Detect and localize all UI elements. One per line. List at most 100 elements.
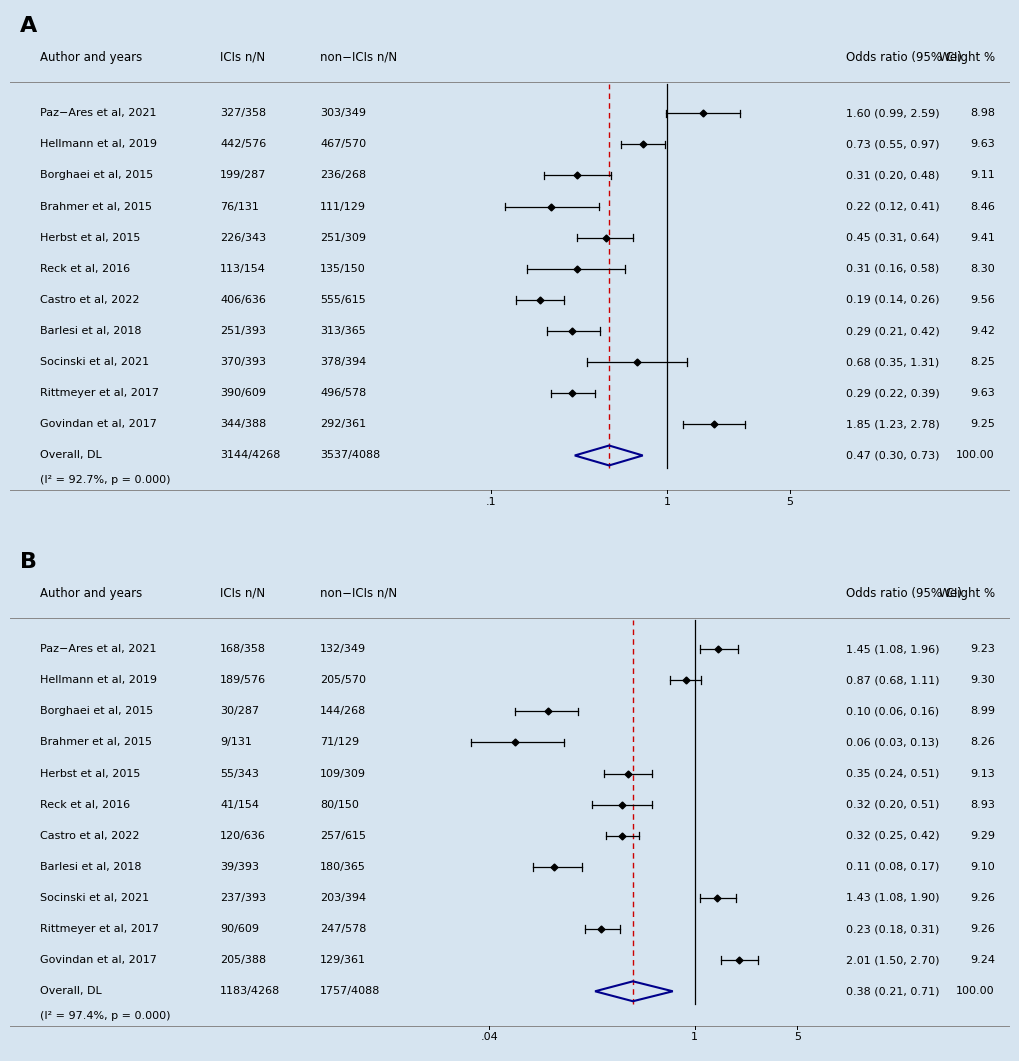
- Text: 1.43 (1.08, 1.90): 1.43 (1.08, 1.90): [845, 893, 938, 903]
- Text: 0.32 (0.25, 0.42): 0.32 (0.25, 0.42): [845, 831, 938, 840]
- Text: 406/636: 406/636: [220, 295, 266, 305]
- Text: 237/393: 237/393: [220, 893, 266, 903]
- Text: 0.29 (0.22, 0.39): 0.29 (0.22, 0.39): [845, 388, 938, 398]
- Text: 9.10: 9.10: [969, 862, 994, 872]
- Text: Socinski et al, 2021: Socinski et al, 2021: [40, 358, 149, 367]
- Text: Govindan et al, 2017: Govindan et al, 2017: [40, 955, 157, 966]
- Text: 0.11 (0.08, 0.17): 0.11 (0.08, 0.17): [845, 862, 938, 872]
- Text: 135/150: 135/150: [320, 264, 366, 274]
- Text: 5: 5: [786, 497, 793, 506]
- Text: 0.45 (0.31, 0.64): 0.45 (0.31, 0.64): [845, 232, 938, 243]
- Text: 0.22 (0.12, 0.41): 0.22 (0.12, 0.41): [845, 202, 938, 211]
- Text: 0.47 (0.30, 0.73): 0.47 (0.30, 0.73): [845, 451, 938, 460]
- Text: Rittmeyer et al, 2017: Rittmeyer et al, 2017: [40, 388, 159, 398]
- Text: Castro et al, 2022: Castro et al, 2022: [40, 295, 140, 305]
- Text: 39/393: 39/393: [220, 862, 259, 872]
- Text: 9.13: 9.13: [969, 768, 994, 779]
- Text: Odds ratio (95% CI): Odds ratio (95% CI): [845, 587, 961, 599]
- Text: 55/343: 55/343: [220, 768, 259, 779]
- Text: 327/358: 327/358: [220, 108, 266, 118]
- Text: 303/349: 303/349: [320, 108, 366, 118]
- Text: A: A: [20, 16, 38, 36]
- Text: 292/361: 292/361: [320, 419, 366, 430]
- Text: Paz−Ares et al, 2021: Paz−Ares et al, 2021: [40, 644, 157, 654]
- Text: .1: .1: [485, 497, 495, 506]
- Text: 1: 1: [662, 497, 669, 506]
- Text: 370/393: 370/393: [220, 358, 266, 367]
- Text: 0.10 (0.06, 0.16): 0.10 (0.06, 0.16): [845, 707, 938, 716]
- Text: Borghaei et al, 2015: Borghaei et al, 2015: [40, 707, 153, 716]
- Text: 467/570: 467/570: [320, 139, 366, 150]
- Text: 41/154: 41/154: [220, 800, 259, 810]
- Text: Herbst et al, 2015: Herbst et al, 2015: [40, 768, 141, 779]
- Text: 442/576: 442/576: [220, 139, 266, 150]
- Text: Brahmer et al, 2015: Brahmer et al, 2015: [40, 737, 152, 747]
- Text: 9.11: 9.11: [969, 171, 994, 180]
- Text: 1: 1: [691, 1032, 697, 1042]
- Text: 203/394: 203/394: [320, 893, 366, 903]
- Text: Overall, DL: Overall, DL: [40, 451, 102, 460]
- Text: 111/129: 111/129: [320, 202, 366, 211]
- Text: ICIs n/N: ICIs n/N: [220, 587, 265, 599]
- Text: 30/287: 30/287: [220, 707, 259, 716]
- Text: 9/131: 9/131: [220, 737, 252, 747]
- Text: 9.63: 9.63: [969, 388, 994, 398]
- Text: Reck et al, 2016: Reck et al, 2016: [40, 264, 130, 274]
- Text: 8.93: 8.93: [969, 800, 994, 810]
- Text: 247/578: 247/578: [320, 924, 366, 934]
- Text: Rittmeyer et al, 2017: Rittmeyer et al, 2017: [40, 924, 159, 934]
- Text: 1757/4088: 1757/4088: [320, 987, 380, 996]
- Text: 129/361: 129/361: [320, 955, 366, 966]
- Text: Overall, DL: Overall, DL: [40, 987, 102, 996]
- Text: 9.23: 9.23: [969, 644, 994, 654]
- Text: 3144/4268: 3144/4268: [220, 451, 280, 460]
- Text: 199/287: 199/287: [220, 171, 266, 180]
- Text: 1.45 (1.08, 1.96): 1.45 (1.08, 1.96): [845, 644, 938, 654]
- Text: Barlesi et al, 2018: Barlesi et al, 2018: [40, 326, 142, 336]
- Text: 0.73 (0.55, 0.97): 0.73 (0.55, 0.97): [845, 139, 938, 150]
- Text: 8.30: 8.30: [969, 264, 994, 274]
- Text: 2.01 (1.50, 2.70): 2.01 (1.50, 2.70): [845, 955, 938, 966]
- Text: 9.25: 9.25: [969, 419, 994, 430]
- Text: 9.56: 9.56: [969, 295, 994, 305]
- Text: 100.00: 100.00: [955, 451, 994, 460]
- Text: 344/388: 344/388: [220, 419, 266, 430]
- Text: non−ICIs n/N: non−ICIs n/N: [320, 51, 396, 64]
- Text: 0.32 (0.20, 0.51): 0.32 (0.20, 0.51): [845, 800, 938, 810]
- Text: Author and years: Author and years: [40, 587, 143, 599]
- Text: Borghaei et al, 2015: Borghaei et al, 2015: [40, 171, 153, 180]
- Text: 80/150: 80/150: [320, 800, 359, 810]
- Text: non−ICIs n/N: non−ICIs n/N: [320, 587, 396, 599]
- Text: 109/309: 109/309: [320, 768, 366, 779]
- Text: 120/636: 120/636: [220, 831, 266, 840]
- Text: 496/578: 496/578: [320, 388, 366, 398]
- Text: 8.26: 8.26: [969, 737, 994, 747]
- Text: (I² = 97.4%, p = 0.000): (I² = 97.4%, p = 0.000): [40, 1011, 170, 1021]
- Text: .04: .04: [480, 1032, 497, 1042]
- Text: 251/309: 251/309: [320, 232, 366, 243]
- Text: 71/129: 71/129: [320, 737, 359, 747]
- Text: 0.29 (0.21, 0.42): 0.29 (0.21, 0.42): [845, 326, 938, 336]
- Text: 8.98: 8.98: [969, 108, 994, 118]
- Text: 9.26: 9.26: [969, 893, 994, 903]
- Text: 0.06 (0.03, 0.13): 0.06 (0.03, 0.13): [845, 737, 938, 747]
- Text: 189/576: 189/576: [220, 675, 266, 685]
- Text: 8.25: 8.25: [969, 358, 994, 367]
- Text: 3537/4088: 3537/4088: [320, 451, 380, 460]
- Text: 390/609: 390/609: [220, 388, 266, 398]
- Text: 76/131: 76/131: [220, 202, 259, 211]
- Text: 0.31 (0.16, 0.58): 0.31 (0.16, 0.58): [845, 264, 938, 274]
- Text: 0.38 (0.21, 0.71): 0.38 (0.21, 0.71): [845, 987, 938, 996]
- Text: 9.30: 9.30: [969, 675, 994, 685]
- Text: 0.19 (0.14, 0.26): 0.19 (0.14, 0.26): [845, 295, 938, 305]
- Text: 9.42: 9.42: [969, 326, 994, 336]
- Text: Weight %: Weight %: [937, 51, 994, 64]
- Text: 251/393: 251/393: [220, 326, 266, 336]
- Text: 0.35 (0.24, 0.51): 0.35 (0.24, 0.51): [845, 768, 938, 779]
- Text: 378/394: 378/394: [320, 358, 366, 367]
- Text: B: B: [20, 552, 37, 572]
- Text: Herbst et al, 2015: Herbst et al, 2015: [40, 232, 141, 243]
- Text: 1.85 (1.23, 2.78): 1.85 (1.23, 2.78): [845, 419, 938, 430]
- Text: 8.46: 8.46: [969, 202, 994, 211]
- Text: Weight %: Weight %: [937, 587, 994, 599]
